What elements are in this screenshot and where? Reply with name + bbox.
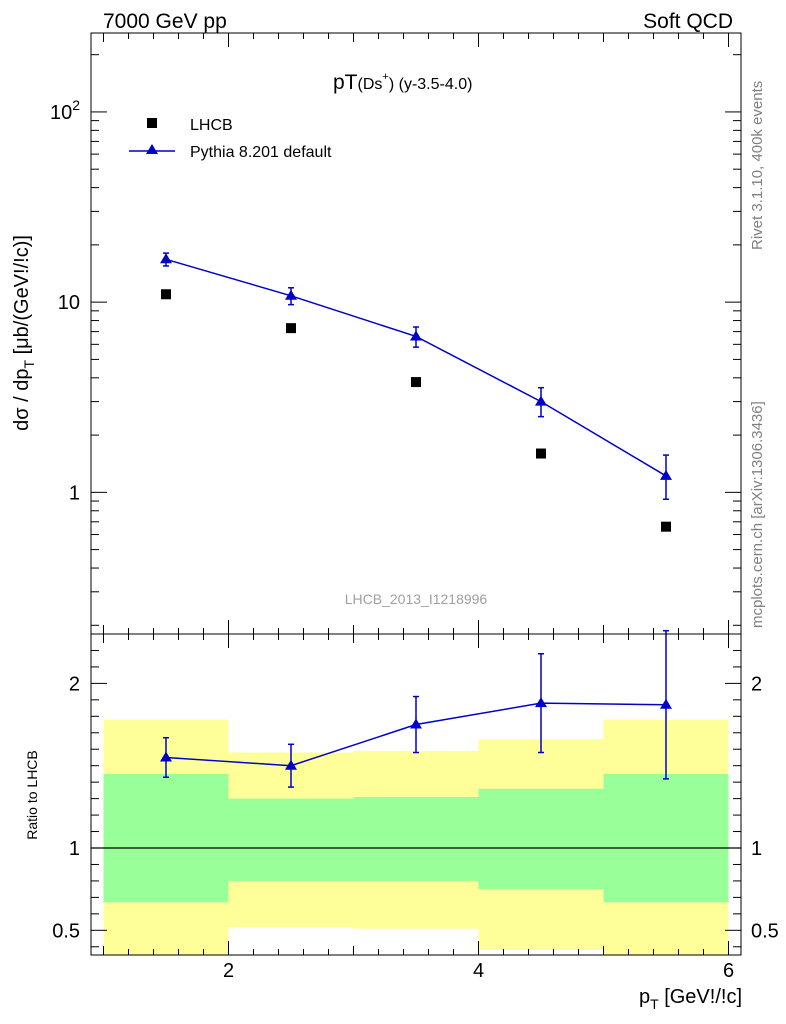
main-y-tick-label: 102	[50, 97, 80, 124]
main-y-axis-label: dσ / dpT [μb/(GeV!/!c)]	[11, 235, 37, 431]
plot-title-rapidity: (y-3.5-4.0)	[394, 76, 472, 93]
lhcb-data-point	[161, 289, 171, 300]
legend-marker-lhcb	[147, 118, 157, 128]
main-y-tick-label: 1	[69, 482, 80, 504]
pythia-point	[535, 395, 547, 406]
lhcb-data-point	[286, 323, 296, 334]
ratio-band-inner-0	[103, 773, 229, 903]
pythia-series-line	[165, 258, 667, 477]
rivet-version-label: Rivet 3.1.10, 400k events	[749, 81, 766, 250]
lhcb-data-point	[661, 521, 671, 532]
ratio-band-inner-2	[353, 796, 479, 881]
plot-title-particle: (Ds	[358, 76, 383, 93]
ratio-y-tick-label-right: 1	[751, 838, 762, 860]
ratio-point	[410, 718, 422, 729]
ratio-plot-ticks: 2 2 1 1 0.5 0.5 2 4 6	[52, 634, 779, 982]
ratio-plot-frame	[90, 633, 742, 956]
legend-marker-pythia	[146, 144, 158, 154]
x-tick-label: 4	[473, 960, 484, 982]
main-plot-data-layer	[160, 252, 672, 532]
ratio-point	[660, 698, 672, 709]
ratio-band-inner-1	[228, 798, 354, 881]
ratio-y-axis-label: Ratio to LHCB	[24, 750, 40, 839]
x-axis-label-sub: T	[650, 996, 659, 1012]
lhcb-data-point	[536, 448, 546, 459]
pythia-point	[285, 289, 297, 300]
pythia-point	[660, 469, 672, 480]
legend-label-lhcb: LHCB	[190, 117, 233, 134]
analysis-watermark: LHCB_2013_I1218996	[345, 591, 488, 607]
ratio-point	[285, 759, 297, 770]
main-y-tick-label-exponent: 2	[72, 97, 80, 113]
x-tick-label: 6	[723, 960, 734, 982]
x-axis-label: pT [GeV!/!c]	[639, 986, 742, 1012]
x-tick-label: 2	[223, 960, 234, 982]
mcplots-source-label: mcplots.cern.ch [arXiv:1306.3436]	[749, 401, 766, 628]
ratio-y-tick-label-right: 2	[751, 673, 762, 695]
main-y-axis-label-sub: T	[21, 360, 37, 369]
ratio-plot: 2 2 1 1 0.5 0.5 2 4 6 Ratio to LHCB pT [GeV!/!c]	[24, 629, 779, 1012]
ratio-y-tick-label-right: 0.5	[751, 920, 779, 942]
x-axis-label-text: p	[639, 986, 650, 1008]
main-y-tick-label: 10	[58, 292, 80, 314]
legend-label-pythia: Pythia 8.201 default	[190, 144, 332, 161]
main-y-axis-label-unit: [μb/(GeV!/!c)]	[11, 235, 33, 360]
main-y-axis-label-text: dσ / dp	[11, 369, 33, 431]
plot-title: pT(Ds+) (y-3.5-4.0)	[333, 71, 472, 94]
legend: LHCB Pythia 8.201 default	[129, 117, 332, 161]
ratio-plot-data-layer	[91, 629, 741, 955]
pythia-point	[410, 330, 422, 341]
lhcb-data-point	[411, 377, 421, 388]
ratio-y-tick-label: 2	[69, 673, 80, 695]
ratio-point	[535, 697, 547, 708]
plot-title-charge: +	[382, 71, 388, 83]
ratio-y-tick-label: 0.5	[52, 920, 80, 942]
header-beam-label: 7000 GeV pp	[103, 10, 227, 33]
pythia-point	[160, 253, 172, 264]
main-y-tick-label-base: 10	[58, 292, 80, 314]
main-y-tick-label-base: 1	[69, 482, 80, 504]
ratio-point	[160, 751, 172, 762]
ratio-y-tick-label: 1	[69, 838, 80, 860]
header-process-label: Soft QCD	[643, 10, 733, 33]
plot-title-main: pT	[333, 71, 358, 94]
plot-title-close: )	[389, 76, 394, 93]
ratio-band-inner-4	[603, 773, 729, 903]
ratio-band-inner-3	[478, 788, 604, 890]
main-y-tick-label-base: 10	[50, 102, 72, 124]
x-axis-label-unit: [GeV!/!c]	[659, 986, 742, 1008]
